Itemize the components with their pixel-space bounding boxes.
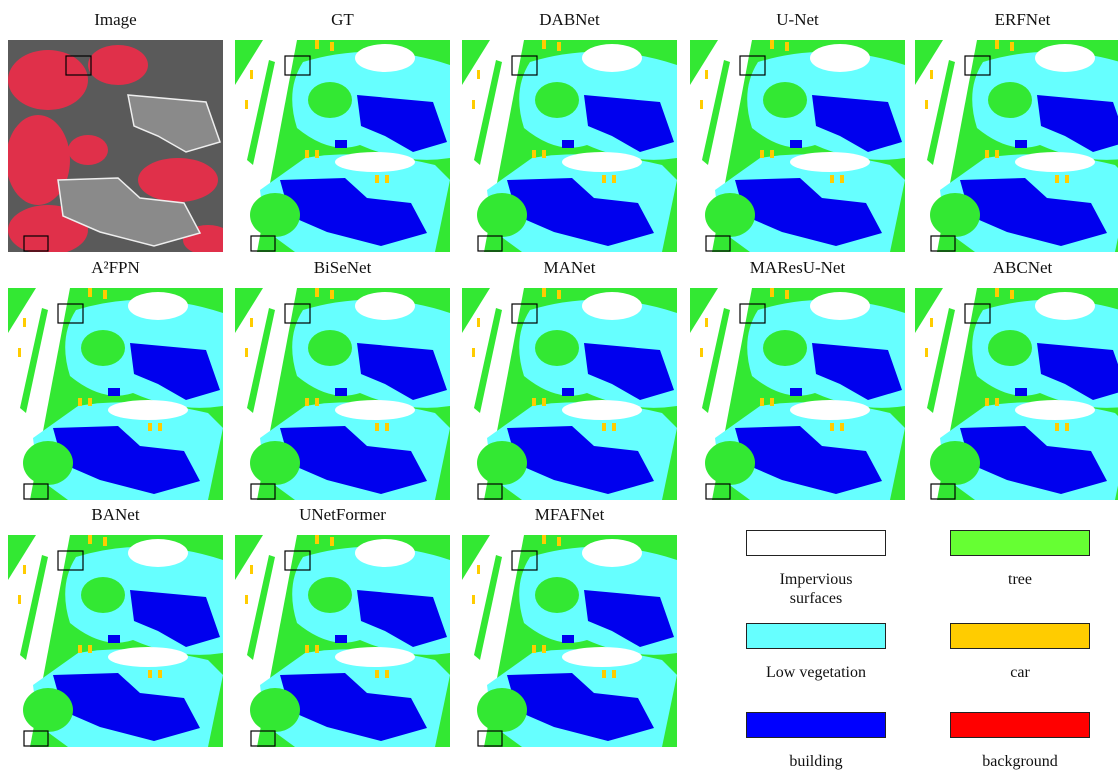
segmentation-map (462, 535, 677, 747)
segmentation-map (235, 535, 450, 747)
segmentation-map (690, 288, 905, 500)
panel-title: ERFNet (915, 10, 1118, 30)
legend-swatch (746, 712, 886, 738)
panel-title: ABCNet (915, 258, 1118, 278)
panel-title: MFAFNet (462, 505, 677, 525)
legend-swatch (746, 623, 886, 649)
segmentation-map (8, 288, 223, 500)
legend-swatch (746, 530, 886, 556)
segmentation-map (690, 40, 905, 252)
legend-swatch (950, 530, 1090, 556)
segmentation-map (915, 40, 1118, 252)
segmentation-map (8, 535, 223, 747)
legend-swatch (950, 623, 1090, 649)
figure: Image GT DABNet U-Net ERFNet A²FPN BiSeNet MANe… (0, 0, 1118, 769)
panel-title: Image (8, 10, 223, 30)
legend-swatch (950, 712, 1090, 738)
panel-title: UNetFormer (235, 505, 450, 525)
panel-title: BiSeNet (235, 258, 450, 278)
segmentation-map (462, 288, 677, 500)
panel-title: MAResU-Net (690, 258, 905, 278)
legend-label: Low vegetation (766, 663, 866, 682)
legend-label: building (766, 752, 866, 771)
panel-title: A²FPN (8, 258, 223, 278)
segmentation-map (235, 40, 450, 252)
legend-label: background (950, 752, 1090, 771)
panel-title: BANet (8, 505, 223, 525)
segmentation-map (235, 288, 450, 500)
panel-title: MANet (462, 258, 677, 278)
panel-title: DABNet (462, 10, 677, 30)
legend-label: Impervious surfaces (766, 570, 866, 608)
panel-title: GT (235, 10, 450, 30)
panel-title: U-Net (690, 10, 905, 30)
segmentation-map (915, 288, 1118, 500)
legend-label: car (950, 663, 1090, 682)
segmentation-map (462, 40, 677, 252)
legend-label: tree (950, 570, 1090, 589)
aerial-image (8, 40, 223, 252)
